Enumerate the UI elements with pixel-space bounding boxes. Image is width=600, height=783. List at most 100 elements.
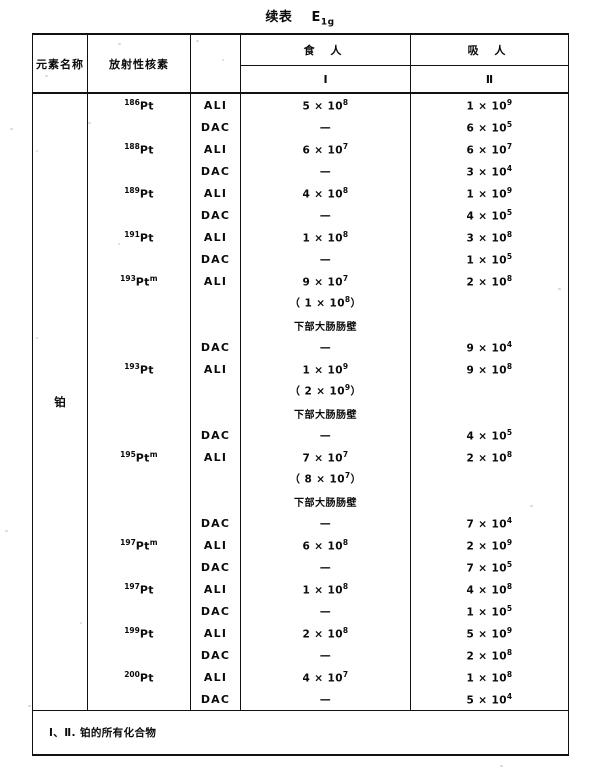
title-table-id: E xyxy=(311,10,321,25)
nuclide-empty xyxy=(87,248,191,270)
table-row: DAC —9 × 104 xyxy=(33,336,569,358)
ingestion-value: （ 8 × 107） xyxy=(240,468,411,490)
quantity-label: ALⅠ xyxy=(190,226,241,248)
inhalation-value xyxy=(410,402,569,424)
quantity-label: ALⅠ xyxy=(190,138,241,160)
nuclide-label: 199Pt xyxy=(87,622,191,644)
table-row: DAC —5 × 104 xyxy=(33,688,569,711)
inhalation-value: 5 × 109 xyxy=(410,622,569,644)
scan-speck xyxy=(45,75,48,77)
nuclide-empty xyxy=(87,468,191,490)
ingestion-value: 7 × 107 xyxy=(240,446,411,468)
inhalation-value: 1 × 108 xyxy=(410,666,569,688)
radionuclide-limits-table: 元素名称 放射性核素食 人吸 人 Ⅰ Ⅱ 铂 186Pt ALⅠ 5 × 108 1 × 109… xyxy=(32,33,569,756)
scan-speck xyxy=(118,243,120,245)
ingestion-value: 1 × 109 xyxy=(240,358,411,380)
table-row: 189Pt ALⅠ 4 × 108 1 × 109 xyxy=(33,182,569,204)
inhalation-value xyxy=(410,314,569,336)
scan-speck xyxy=(36,150,38,152)
inhalation-value: 5 × 104 xyxy=(410,688,569,711)
title-table-sub: 1g xyxy=(320,17,335,28)
quantity-label: ALⅠ xyxy=(190,578,241,600)
table-row: 199Pt ALⅠ 2 × 108 5 × 109 xyxy=(33,622,569,644)
table-row: 200Pt ALⅠ 4 × 107 1 × 108 xyxy=(33,666,569,688)
table-row: 193Ptm ALⅠ 9 × 107 2 × 108 xyxy=(33,270,569,292)
inhalation-value: 7 × 105 xyxy=(410,556,569,578)
quantity-label: ALⅠ xyxy=(190,666,241,688)
ingestion-value: — xyxy=(240,556,411,578)
quantity-label: DAC xyxy=(190,688,241,711)
scan-speck xyxy=(196,40,199,42)
header-element-name: 元素名称 xyxy=(32,33,88,94)
footnote-text: Ⅰ、Ⅱ. 铂的所有化合物 xyxy=(32,710,569,756)
nuclide-label: 195Ptm xyxy=(87,446,191,468)
header-inhalation: 吸 人 xyxy=(410,33,569,66)
scan-speck xyxy=(36,337,38,339)
quantity-label: DAC xyxy=(190,556,241,578)
nuclide-label: 197Ptm xyxy=(87,534,191,556)
inhalation-value: 1 × 105 xyxy=(410,248,569,270)
inhalation-value: 1 × 109 xyxy=(410,93,569,116)
nuclide-empty xyxy=(87,314,191,336)
nuclide-label: 191Pt xyxy=(87,226,191,248)
quantity-label: ALⅠ xyxy=(190,93,241,116)
quantity-label: DAC xyxy=(190,600,241,622)
table-row: DAC —1 × 105 xyxy=(33,600,569,622)
table-row: DAC —7 × 105 xyxy=(33,556,569,578)
header-class-inhalation: Ⅱ xyxy=(410,65,569,94)
nuclide-label: 188Pt xyxy=(87,138,191,160)
quantity-empty xyxy=(190,490,241,512)
ingestion-value: （ 1 × 108） xyxy=(240,292,411,314)
nuclide-empty xyxy=(87,688,191,711)
header-quantity-blank xyxy=(190,33,241,94)
ingestion-value: 6 × 108 xyxy=(240,534,411,556)
nuclide-empty xyxy=(87,204,191,226)
ingestion-value: — xyxy=(240,248,411,270)
inhalation-value: 2 × 108 xyxy=(410,446,569,468)
quantity-empty xyxy=(190,402,241,424)
quantity-empty xyxy=(190,292,241,314)
ingestion-value: 6 × 107 xyxy=(240,138,411,160)
ingestion-value: 下部大肠肠壁 xyxy=(240,490,411,512)
element-name-cell: 铂 xyxy=(32,93,88,711)
table-row: DAC —2 × 108 xyxy=(33,644,569,666)
data-table-wrapper: 元素名称 放射性核素食 人吸 人 Ⅰ Ⅱ 铂 186Pt ALⅠ 5 × 108 1 × 109… xyxy=(32,33,569,756)
table-row: DAC —1 × 105 xyxy=(33,248,569,270)
nuclide-label: 197Pt xyxy=(87,578,191,600)
scan-speck xyxy=(80,622,82,624)
ingestion-value: — xyxy=(240,336,411,358)
ingestion-value: — xyxy=(240,512,411,534)
table-row: 195Ptm ALⅠ 7 × 107 2 × 108 xyxy=(33,446,569,468)
ingestion-value: 5 × 108 xyxy=(240,93,411,116)
quantity-label: ALⅠ xyxy=(190,358,241,380)
scan-speck xyxy=(118,43,121,45)
title-prefix: 续表 xyxy=(265,10,293,25)
quantity-empty xyxy=(190,314,241,336)
inhalation-value xyxy=(410,380,569,402)
quantity-empty xyxy=(190,468,241,490)
quantity-label: DAC xyxy=(190,424,241,446)
inhalation-value: 3 × 108 xyxy=(410,226,569,248)
scan-speck xyxy=(558,288,561,290)
ingestion-value: — xyxy=(240,204,411,226)
nuclide-empty xyxy=(87,380,191,402)
table-row: DAC —4 × 105 xyxy=(33,424,569,446)
quantity-label: ALⅠ xyxy=(190,182,241,204)
nuclide-label: 186Pt xyxy=(87,93,191,116)
table-body: 元素名称 放射性核素食 人吸 人 Ⅰ Ⅱ 铂 186Pt ALⅠ 5 × 108 1 × 109… xyxy=(32,33,569,756)
ingestion-value: — xyxy=(240,116,411,138)
table-row: 188Pt ALⅠ 6 × 107 6 × 107 xyxy=(33,138,569,160)
inhalation-value: 2 × 108 xyxy=(410,644,569,666)
table-row: DAC —3 × 104 xyxy=(33,160,569,182)
table-row: 197Ptm ALⅠ 6 × 108 2 × 109 xyxy=(33,534,569,556)
header-ingestion: 食 人 xyxy=(240,33,411,66)
table-row: 193Pt ALⅠ 1 × 109 9 × 108 xyxy=(33,358,569,380)
ingestion-value: 4 × 108 xyxy=(240,182,411,204)
ingestion-value: （ 2 × 109） xyxy=(240,380,411,402)
ingestion-value: — xyxy=(240,424,411,446)
inhalation-value xyxy=(410,468,569,490)
table-row: （ 2 × 109） xyxy=(33,380,569,402)
nuclide-label: 200Pt xyxy=(87,666,191,688)
